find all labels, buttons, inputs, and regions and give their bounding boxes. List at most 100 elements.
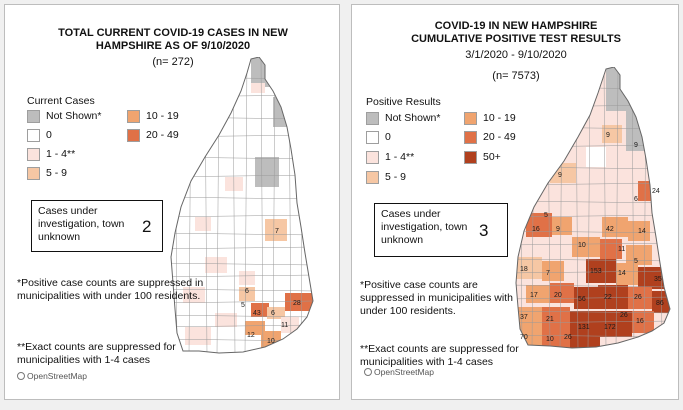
legend-label: 5 - 9	[46, 167, 68, 179]
cumulative-results-panel: COVID-19 IN NEW HAMPSHIRE CUMULATIVE POS…	[351, 4, 679, 400]
legend-label: Not Shown*	[46, 110, 102, 122]
legend-swatch	[127, 109, 140, 123]
right-map-label: 17	[530, 292, 538, 299]
right-map-label: 16	[532, 226, 540, 233]
legend-label: 1 - 4**	[385, 151, 415, 163]
right-note-suppression: *Positive case counts are suppressed in …	[360, 279, 513, 317]
right-map-label: 9	[606, 132, 610, 139]
left-title: TOTAL CURRENT COVID-19 CASES IN NEW HAMP…	[5, 27, 339, 53]
right-map-label: 86	[656, 300, 664, 307]
legend-swatch	[27, 128, 40, 142]
right-map-label: 9	[558, 172, 562, 179]
left-unknown-box: Cases under investigation, town unknown …	[31, 200, 163, 252]
right-map-label: 56	[578, 296, 586, 303]
legend-swatch	[27, 147, 40, 161]
left-map-label: 43	[253, 310, 261, 317]
copyright-icon	[17, 372, 25, 380]
left-map-label: 6	[271, 310, 275, 317]
left-legend-item-10-19: 10 - 19	[127, 109, 179, 123]
right-map-label: 10	[578, 242, 586, 249]
legend-swatch	[464, 150, 477, 164]
legend-swatch	[464, 130, 477, 144]
left-title-line2: HAMPSHIRE AS OF 9/10/2020	[95, 40, 251, 52]
right-map-label: 9	[556, 226, 560, 233]
left-note-suppression: *Positive case counts are suppressed in …	[17, 277, 204, 302]
right-map-label: 26	[564, 334, 572, 341]
right-map-label: 20	[554, 292, 562, 299]
right-map-label: 14	[638, 228, 646, 235]
legend-swatch	[464, 111, 477, 125]
right-map-label: 5	[544, 212, 548, 219]
right-map-label: 16	[636, 318, 644, 325]
left-legend-item-1-4: 1 - 4**	[27, 147, 75, 161]
right-legend-title: Positive Results	[366, 96, 441, 108]
legend-label: Not Shown*	[385, 112, 441, 124]
current-cases-panel: TOTAL CURRENT COVID-19 CASES IN NEW HAMP…	[4, 4, 340, 400]
right-unknown-box: Cases under investigation, town unknown …	[374, 203, 508, 257]
credit-label: OpenStreetMap	[27, 371, 88, 381]
right-subtitle: 3/1/2020 - 9/10/2020	[465, 49, 567, 61]
right-title: COVID-19 IN NEW HAMPSHIRE CUMULATIVE POS…	[352, 20, 678, 46]
legend-swatch	[366, 150, 379, 164]
legend-swatch	[27, 166, 40, 180]
right-map-label: 14	[618, 270, 626, 277]
right-map-label: 26	[620, 312, 628, 319]
right-legend-item-5-9: 5 - 9	[366, 170, 406, 184]
unknown-label: Cases under investigation, town unknown	[38, 205, 125, 243]
right-map-label: 11	[618, 246, 625, 253]
left-legend-title: Current Cases	[27, 95, 95, 107]
right-map-label: 24	[652, 188, 660, 195]
right-map-label: 70	[520, 334, 528, 341]
left-legend-item-zero: 0	[27, 128, 52, 142]
right-note-exact-counts: **Exact counts are suppressed for munici…	[360, 343, 519, 368]
legend-label: 20 - 49	[146, 129, 179, 141]
right-legend-item-not-shown: Not Shown*	[366, 111, 440, 125]
right-map-label: 22	[604, 294, 612, 301]
credit-label: OpenStreetMap	[374, 367, 435, 377]
right-legend-item-20-49: 20 - 49	[464, 130, 516, 144]
right-map-label: 5	[634, 258, 638, 265]
copyright-icon	[364, 368, 372, 376]
legend-swatch	[366, 170, 379, 184]
right-map-label: 153	[590, 268, 602, 275]
left-credit: OpenStreetMap	[17, 371, 87, 381]
right-map-label: 35	[654, 276, 662, 283]
right-map-label: 172	[604, 324, 616, 331]
left-map-fill	[171, 57, 313, 353]
right-map-label: 37	[520, 314, 528, 321]
left-map-label: 5	[241, 302, 245, 309]
legend-swatch	[127, 128, 140, 142]
legend-label: 1 - 4**	[46, 148, 76, 160]
right-map-label: 21	[546, 316, 554, 323]
unknown-value: 2	[142, 217, 152, 236]
left-map-label: 7	[275, 228, 279, 235]
legend-label: 5 - 9	[385, 171, 407, 183]
right-title-line2: CUMULATIVE POSITIVE TEST RESULTS	[411, 33, 621, 45]
left-map-label: 6	[245, 288, 249, 295]
left-map-label: 11	[281, 322, 288, 329]
unknown-label: Cases under investigation, town unknown	[381, 208, 468, 246]
left-note-exact-counts: **Exact counts are suppressed for munici…	[17, 341, 176, 366]
unknown-value: 3	[479, 221, 489, 240]
legend-label: 0	[385, 131, 391, 143]
legend-label: 20 - 49	[483, 131, 516, 143]
right-map-fill	[516, 67, 670, 348]
legend-label: 0	[46, 129, 52, 141]
left-map-label: 28	[293, 300, 301, 307]
legend-label: 10 - 19	[483, 112, 516, 124]
left-nh-map[interactable]: 7 6 5 43 6 11 10 12 28	[155, 57, 315, 355]
left-map-label: 12	[247, 332, 255, 339]
right-map-label: 7	[546, 270, 550, 277]
right-map-label: 26	[634, 294, 642, 301]
right-credit: OpenStreetMap	[364, 367, 434, 377]
right-title-line1: COVID-19 IN NEW HAMPSHIRE	[434, 20, 598, 32]
right-map-label: 131	[578, 324, 590, 331]
right-map-label: 9	[634, 142, 638, 149]
right-map-label: 10	[546, 336, 554, 343]
right-legend-item-10-19: 10 - 19	[464, 111, 516, 125]
legend-label: 50+	[483, 151, 501, 163]
legend-label: 10 - 19	[146, 110, 179, 122]
left-map-label: 10	[267, 338, 275, 345]
right-nh-map[interactable]: 9 9 24 6 9 5 16 14 9 10 42 11 18 153 7 1…	[506, 67, 674, 349]
left-title-line1: TOTAL CURRENT COVID-19 CASES IN NEW	[58, 27, 288, 39]
